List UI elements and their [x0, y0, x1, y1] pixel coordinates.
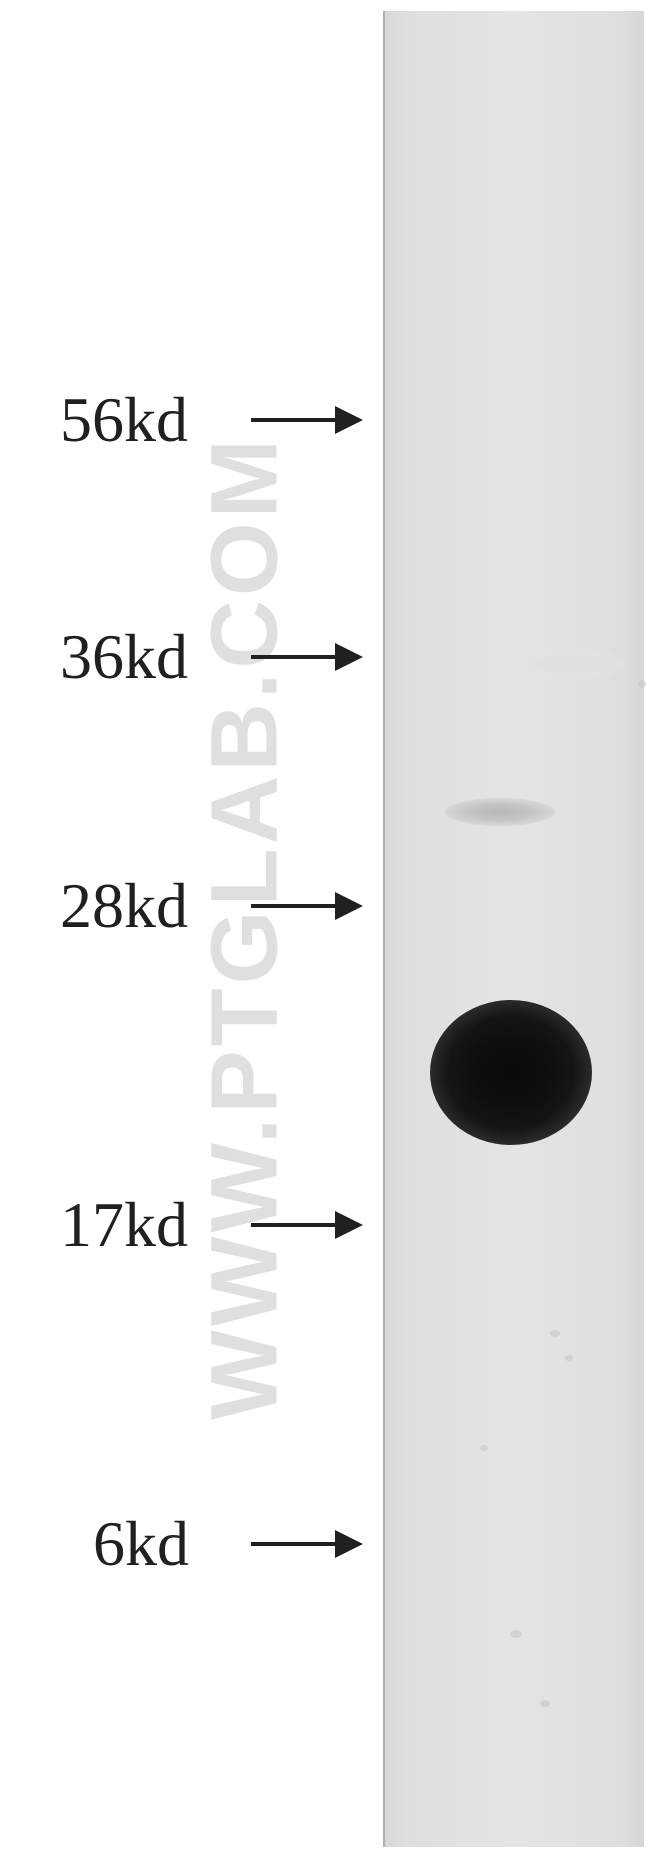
arrow-line: [251, 904, 335, 908]
lane-speck: [565, 1355, 573, 1361]
marker-label-36kd: 36kd: [60, 620, 188, 694]
arrow-head-icon: [335, 892, 363, 920]
marker-label-56kd: 56kd: [60, 383, 188, 457]
watermark-text: WWW.PTGLAB.COM: [191, 427, 300, 1427]
marker-arrow-17kd: [251, 1211, 363, 1239]
western-blot-figure: WWW.PTGLAB.COM 56kd 36kd 28kd 17kd 6kd: [0, 0, 650, 1855]
arrow-line: [251, 1223, 335, 1227]
lane-speck: [540, 1700, 550, 1707]
marker-arrow-28kd: [251, 892, 363, 920]
arrow-line: [251, 418, 335, 422]
marker-arrow-56kd: [251, 406, 363, 434]
arrow-head-icon: [335, 643, 363, 671]
marker-arrow-6kd: [251, 1530, 363, 1558]
lane-speck: [638, 680, 646, 688]
arrow-head-icon: [335, 1211, 363, 1239]
lane-speck: [550, 1330, 560, 1337]
lane-speck: [510, 1630, 522, 1638]
arrow-head-icon: [335, 1530, 363, 1558]
arrow-head-icon: [335, 406, 363, 434]
blot-band-faint: [445, 798, 555, 826]
marker-label-28kd: 28kd: [60, 869, 188, 943]
lane-speck: [480, 1445, 488, 1451]
blot-lane: [383, 11, 644, 1847]
blot-band-veryfaint: [495, 648, 625, 680]
arrow-line: [251, 1542, 335, 1546]
blot-band-main: [430, 1000, 592, 1145]
marker-label-17kd: 17kd: [60, 1188, 188, 1262]
marker-label-6kd: 6kd: [93, 1507, 189, 1581]
arrow-line: [251, 655, 335, 659]
marker-arrow-36kd: [251, 643, 363, 671]
